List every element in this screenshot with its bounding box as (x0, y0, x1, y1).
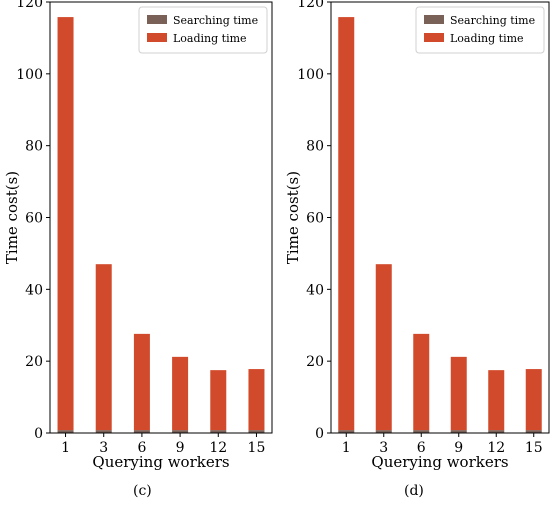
x-tick-label: 3 (379, 440, 388, 456)
x-axis-label: Querying workers (92, 453, 229, 471)
y-tick-label: 0 (34, 426, 43, 442)
bar-searching-3 (375, 430, 392, 433)
x-axis-label: Querying workers (371, 453, 508, 471)
bar-loading-3 (375, 264, 392, 431)
bar-loading-12 (488, 370, 505, 431)
bar-searching-1 (57, 430, 74, 433)
bar-loading-9 (172, 356, 189, 431)
x-tick-label: 6 (417, 440, 426, 456)
bar-searching-9 (450, 430, 467, 433)
y-tick-label: 100 (16, 67, 43, 83)
y-tick-label: 100 (297, 67, 324, 83)
bar-loading-3 (95, 264, 112, 431)
bar-loading-6 (413, 333, 430, 431)
y-tick-label: 120 (16, 0, 43, 11)
legend-swatch-loading (147, 33, 167, 42)
y-tick-label: 80 (306, 139, 324, 155)
legend-box (415, 6, 545, 54)
y-tick-label: 40 (25, 282, 43, 298)
bar-loading-1 (338, 17, 355, 431)
panel-label-c: (c) (133, 483, 152, 499)
legend-swatch-loading (424, 33, 444, 42)
bar-loading-12 (210, 370, 227, 431)
y-tick-label: 80 (25, 139, 43, 155)
bar-searching-6 (413, 430, 430, 433)
panel-label-d: (d) (404, 483, 424, 499)
x-tick-label: 1 (342, 440, 351, 456)
legend-label-searching: Searching time (450, 14, 535, 27)
legend-label-searching: Searching time (173, 14, 258, 27)
x-tick-label: 3 (99, 440, 108, 456)
x-tick-label: 15 (248, 440, 266, 456)
legend: Searching time Loading time (415, 6, 545, 54)
bar-searching-6 (133, 430, 150, 433)
plot-frame (49, 1, 273, 434)
y-tick-label: 20 (306, 354, 324, 370)
legend-label-loading: Loading time (450, 32, 524, 45)
bar-searching-9 (172, 430, 189, 433)
x-tick-label: 1 (61, 440, 70, 456)
x-tick-label: 15 (525, 440, 543, 456)
legend-swatch-searching (147, 15, 167, 24)
chart-panel-d: 0 20 40 60 80 100 120 1 3 6 9 12 15 Querying workers T… (284, 0, 550, 471)
bar-loading-6 (133, 333, 150, 431)
bar-searching-12 (210, 430, 227, 433)
y-tick-label: 60 (306, 211, 324, 227)
bar-loading-9 (450, 356, 467, 431)
y-axis-label: Time cost(s) (284, 171, 302, 264)
y-tick-label: 40 (306, 282, 324, 298)
x-tick-label: 12 (487, 440, 505, 456)
y-tick-label: 0 (315, 426, 324, 442)
x-tick-label: 9 (454, 440, 463, 456)
bar-searching-15 (525, 430, 542, 433)
legend-box (138, 6, 268, 54)
x-tick-label: 6 (137, 440, 146, 456)
y-tick-label: 20 (25, 354, 43, 370)
x-tick-label: 9 (176, 440, 185, 456)
bar-searching-3 (95, 430, 112, 433)
y-tick-label: 120 (297, 0, 324, 11)
bar-loading-15 (248, 369, 265, 431)
x-tick-label: 12 (209, 440, 227, 456)
legend: Searching time Loading time (138, 6, 268, 54)
bar-loading-15 (525, 369, 542, 431)
bar-searching-1 (338, 430, 355, 433)
bar-searching-15 (248, 430, 265, 433)
bar-loading-1 (57, 17, 74, 431)
y-tick-label: 60 (25, 211, 43, 227)
legend-swatch-searching (424, 15, 444, 24)
chart-panel-c: 0 20 40 60 80 100 120 1 3 6 9 12 15 Querying workers T… (3, 0, 273, 471)
y-axis-label: Time cost(s) (3, 171, 21, 264)
plot-frame (330, 1, 550, 434)
legend-label-loading: Loading time (173, 32, 247, 45)
bar-searching-12 (488, 430, 505, 433)
